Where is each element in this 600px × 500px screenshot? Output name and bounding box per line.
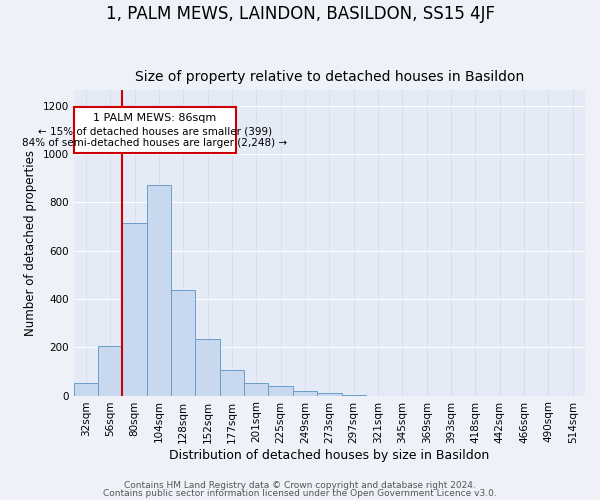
Bar bbox=[317, 393, 341, 396]
FancyBboxPatch shape bbox=[74, 107, 236, 152]
Bar bbox=[293, 390, 317, 396]
Text: 84% of semi-detached houses are larger (2,248) →: 84% of semi-detached houses are larger (… bbox=[22, 138, 287, 148]
Text: ← 15% of detached houses are smaller (399): ← 15% of detached houses are smaller (39… bbox=[38, 126, 272, 136]
Bar bbox=[244, 384, 268, 396]
Bar bbox=[220, 370, 244, 396]
Text: 1 PALM MEWS: 86sqm: 1 PALM MEWS: 86sqm bbox=[93, 113, 217, 123]
Title: Size of property relative to detached houses in Basildon: Size of property relative to detached ho… bbox=[135, 70, 524, 85]
Bar bbox=[147, 186, 171, 396]
Bar bbox=[196, 339, 220, 396]
Text: Contains public sector information licensed under the Open Government Licence v3: Contains public sector information licen… bbox=[103, 489, 497, 498]
Bar bbox=[268, 386, 293, 396]
Text: Contains HM Land Registry data © Crown copyright and database right 2024.: Contains HM Land Registry data © Crown c… bbox=[124, 481, 476, 490]
Bar bbox=[122, 223, 147, 396]
Bar bbox=[98, 346, 122, 396]
X-axis label: Distribution of detached houses by size in Basildon: Distribution of detached houses by size … bbox=[169, 450, 490, 462]
Text: 1, PALM MEWS, LAINDON, BASILDON, SS15 4JF: 1, PALM MEWS, LAINDON, BASILDON, SS15 4J… bbox=[106, 5, 494, 23]
Bar bbox=[171, 290, 196, 396]
Bar bbox=[74, 384, 98, 396]
Y-axis label: Number of detached properties: Number of detached properties bbox=[24, 150, 37, 336]
